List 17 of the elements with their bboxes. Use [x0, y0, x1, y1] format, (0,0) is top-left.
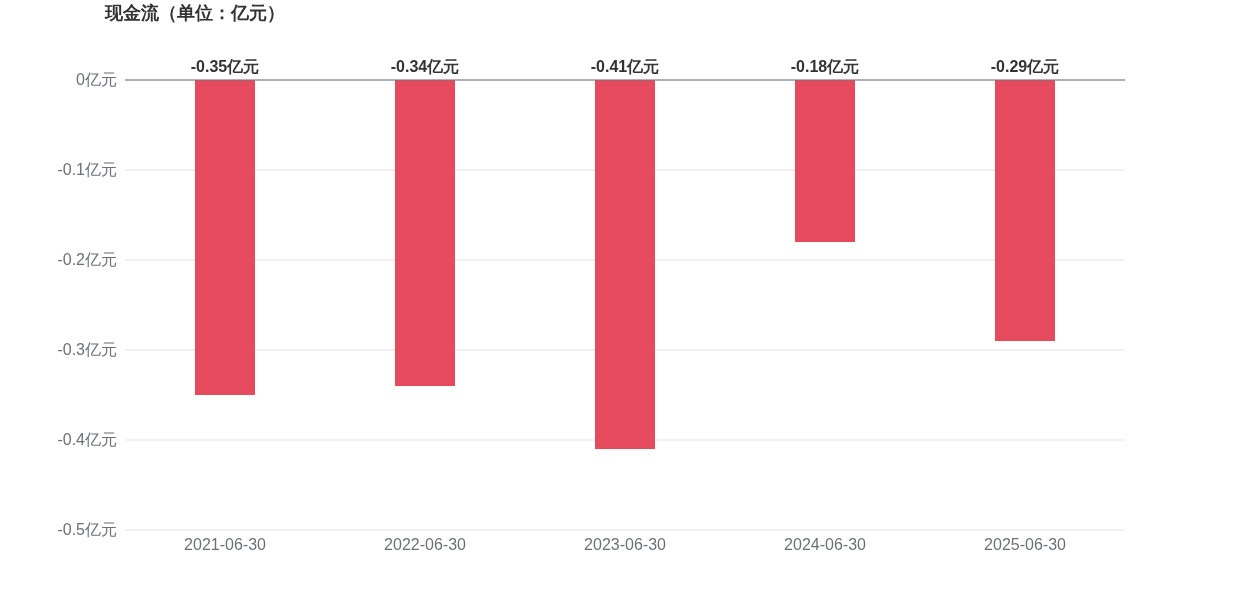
data-label: -0.34亿元 [390, 58, 460, 75]
y-tick-label: -0.4亿元 [57, 431, 117, 448]
y-tick-label: -0.1亿元 [57, 161, 117, 178]
x-tick-label: 2022-06-30 [384, 536, 467, 553]
data-label: -0.41亿元 [590, 58, 660, 75]
y-tick-label: -0.2亿元 [57, 251, 117, 268]
chart-title: 现金流（单位：亿元） [104, 3, 285, 23]
x-tick-label: 2023-06-30 [584, 536, 667, 553]
x-tick-label: 2025-06-30 [984, 536, 1067, 553]
data-label: -0.29亿元 [990, 58, 1060, 75]
x-tick-label: 2021-06-30 [184, 536, 267, 553]
x-tick-label: 2024-06-30 [784, 536, 867, 553]
y-tick-label: -0.5亿元 [57, 521, 117, 538]
data-label: -0.35亿元 [190, 58, 260, 75]
data-label: -0.18亿元 [790, 58, 860, 75]
y-tick-label: -0.3亿元 [57, 341, 117, 358]
y-tick-label: 0亿元 [76, 71, 117, 88]
